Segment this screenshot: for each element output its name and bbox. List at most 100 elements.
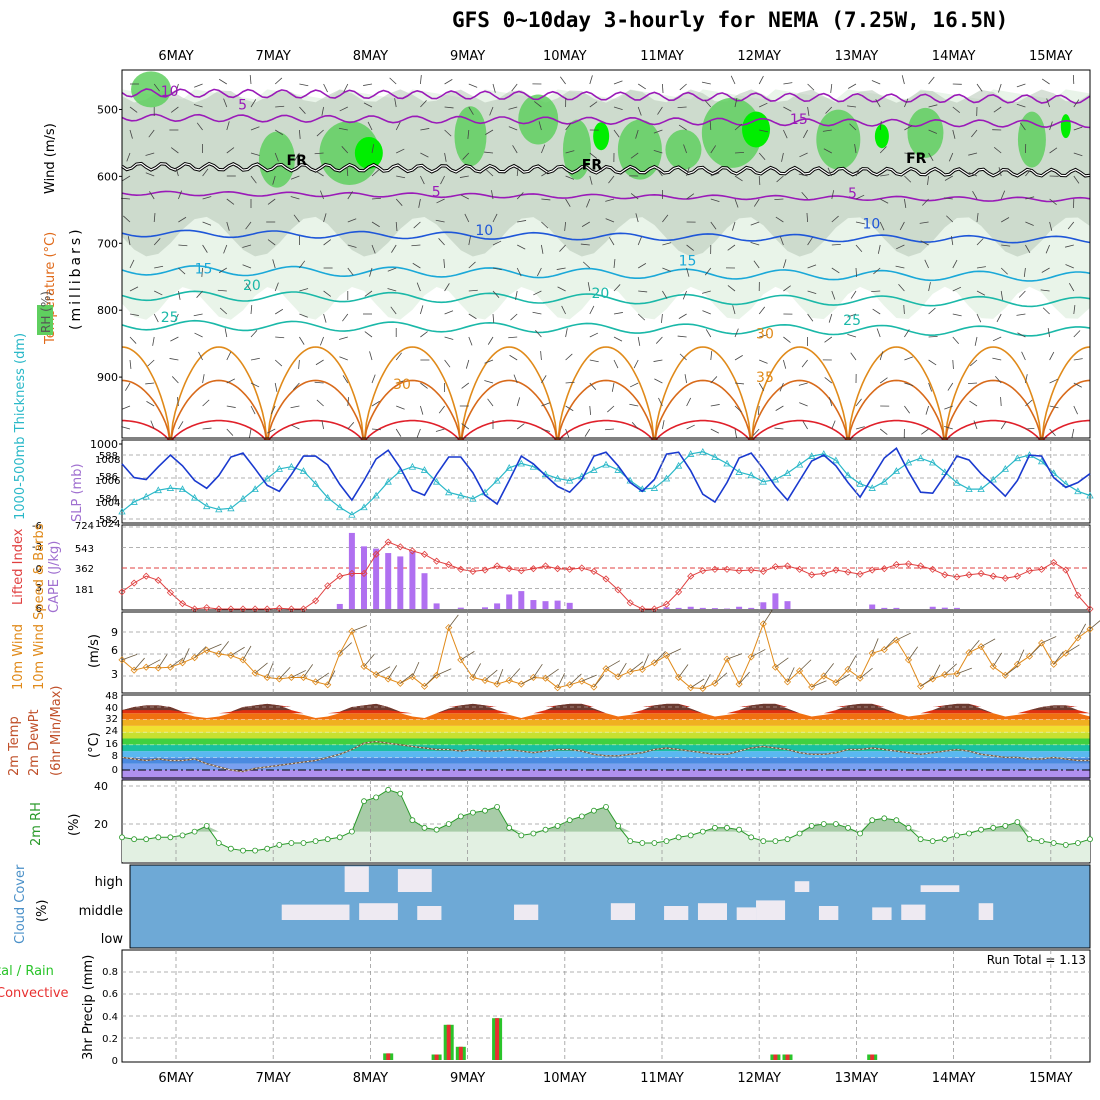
date-label-top: 9MAY — [450, 49, 485, 64]
wind-barb — [438, 238, 445, 246]
rh-legend-swatch — [37, 305, 53, 335]
wind-barb — [509, 354, 518, 361]
wind-barb — [1017, 649, 1025, 665]
ylabel-cape: CAPE (J/kg) — [47, 541, 62, 613]
wind-frame — [121, 611, 1091, 694]
cape-bar — [675, 607, 682, 609]
rh-point — [1014, 819, 1021, 825]
wind-barb — [605, 218, 615, 223]
wind-barb — [389, 77, 397, 85]
wind-barb — [879, 351, 884, 361]
wind-barb — [581, 221, 591, 227]
wind-barb — [904, 152, 914, 155]
thickness-point — [166, 484, 175, 491]
wind-barb — [274, 152, 279, 162]
wind-barb — [629, 661, 644, 672]
wind-barb — [444, 152, 447, 162]
wind-barb — [1041, 636, 1057, 644]
lifted-point — [602, 575, 610, 583]
date-label-bottom: 12MAY — [737, 1071, 781, 1086]
wind-barb — [175, 83, 179, 93]
cape-bar — [929, 606, 936, 609]
rh-point — [506, 824, 513, 831]
lifted-point — [941, 571, 949, 579]
wind-barb — [194, 83, 203, 88]
ylabel-cloud: Cloud Cover — [13, 864, 28, 944]
wind-barb — [226, 198, 235, 205]
y-tick-li: 6 — [36, 604, 42, 615]
wind-barb — [347, 244, 357, 248]
wind-barb — [564, 221, 566, 231]
wind-barb — [896, 244, 905, 250]
thickness-point — [602, 460, 610, 468]
wind-barb — [394, 98, 397, 108]
wind-barb — [339, 642, 352, 654]
cloud-segment — [872, 907, 892, 920]
wind-barb — [127, 236, 131, 246]
rh-point — [433, 826, 440, 833]
wind-barb — [290, 196, 300, 200]
lifted-point — [517, 567, 525, 575]
wind-barb — [541, 198, 551, 201]
wind-barb — [147, 359, 155, 367]
wind-barb — [662, 83, 664, 94]
precip-legend-total: tal / Rain — [0, 964, 54, 979]
lifted-point — [747, 566, 755, 574]
wind-barb — [798, 382, 808, 386]
wind-barb — [126, 152, 131, 162]
wind-barb — [396, 380, 405, 384]
wind-barb — [485, 129, 494, 135]
wind-barb — [589, 405, 591, 416]
lifted-panel: -6 -3 0 3 6 724 543 362 181 Lifted Index CAPE (J/k… — [11, 521, 1094, 615]
rh-point — [760, 838, 767, 844]
wind-barb — [734, 355, 743, 361]
wind-barb — [946, 215, 954, 223]
wind-point — [554, 684, 562, 692]
lifted-point — [445, 561, 453, 569]
rh-point — [845, 824, 851, 831]
wind-barb — [679, 353, 687, 361]
wind-barb — [169, 358, 179, 361]
wind-barb — [799, 659, 812, 672]
thickness-point — [674, 461, 683, 469]
rh-high-blob — [617, 119, 662, 180]
ylabel-rh-unit: (%) — [67, 814, 82, 837]
wind-barb — [202, 399, 210, 407]
wind-barb — [637, 263, 647, 269]
cloud-segment — [697, 903, 727, 920]
wind-barb — [1001, 217, 1010, 223]
wind-ylabel2-group: 10m Wind Speed & Barbs — [32, 523, 47, 690]
wind-barb — [1049, 378, 1058, 384]
wind-barb — [371, 169, 379, 177]
wind-barb — [299, 260, 306, 269]
wind-barb — [855, 244, 863, 253]
wind-barb — [807, 290, 817, 295]
wind-barb — [196, 290, 203, 298]
rh-point — [469, 809, 476, 816]
wind-barb — [411, 244, 421, 247]
upper-panel: 10 5 15 FR FR FR 5 5 10 10 15 15 20 20 25 25 30 30 35 500 60… — [37, 69, 1091, 451]
wind-barb — [250, 175, 257, 184]
lifted-point — [917, 562, 925, 570]
wind-barb — [613, 312, 623, 315]
wind-barb — [363, 102, 373, 108]
wind-barb — [738, 671, 750, 685]
wind-barb — [638, 290, 648, 293]
wind-point — [1050, 660, 1058, 668]
wind-barb — [751, 649, 766, 658]
wind-barb — [468, 261, 476, 269]
wind-barb — [662, 420, 665, 430]
wind-barb — [1025, 244, 1031, 253]
wind-barb — [242, 244, 252, 248]
wind-point — [360, 662, 368, 671]
ylabel-mb: (millibars) — [68, 226, 84, 330]
thickness-point — [965, 485, 973, 493]
date-label-top: 6MAY — [158, 49, 193, 64]
thickness-point — [372, 491, 380, 499]
cloud-ylabel-group: Cloud Cover — [13, 864, 28, 944]
wind-barb — [484, 151, 494, 154]
wind-barb — [611, 382, 615, 392]
wind-barb — [589, 101, 598, 108]
precip-bar-convective — [870, 1054, 875, 1060]
wind-barb — [944, 425, 953, 430]
